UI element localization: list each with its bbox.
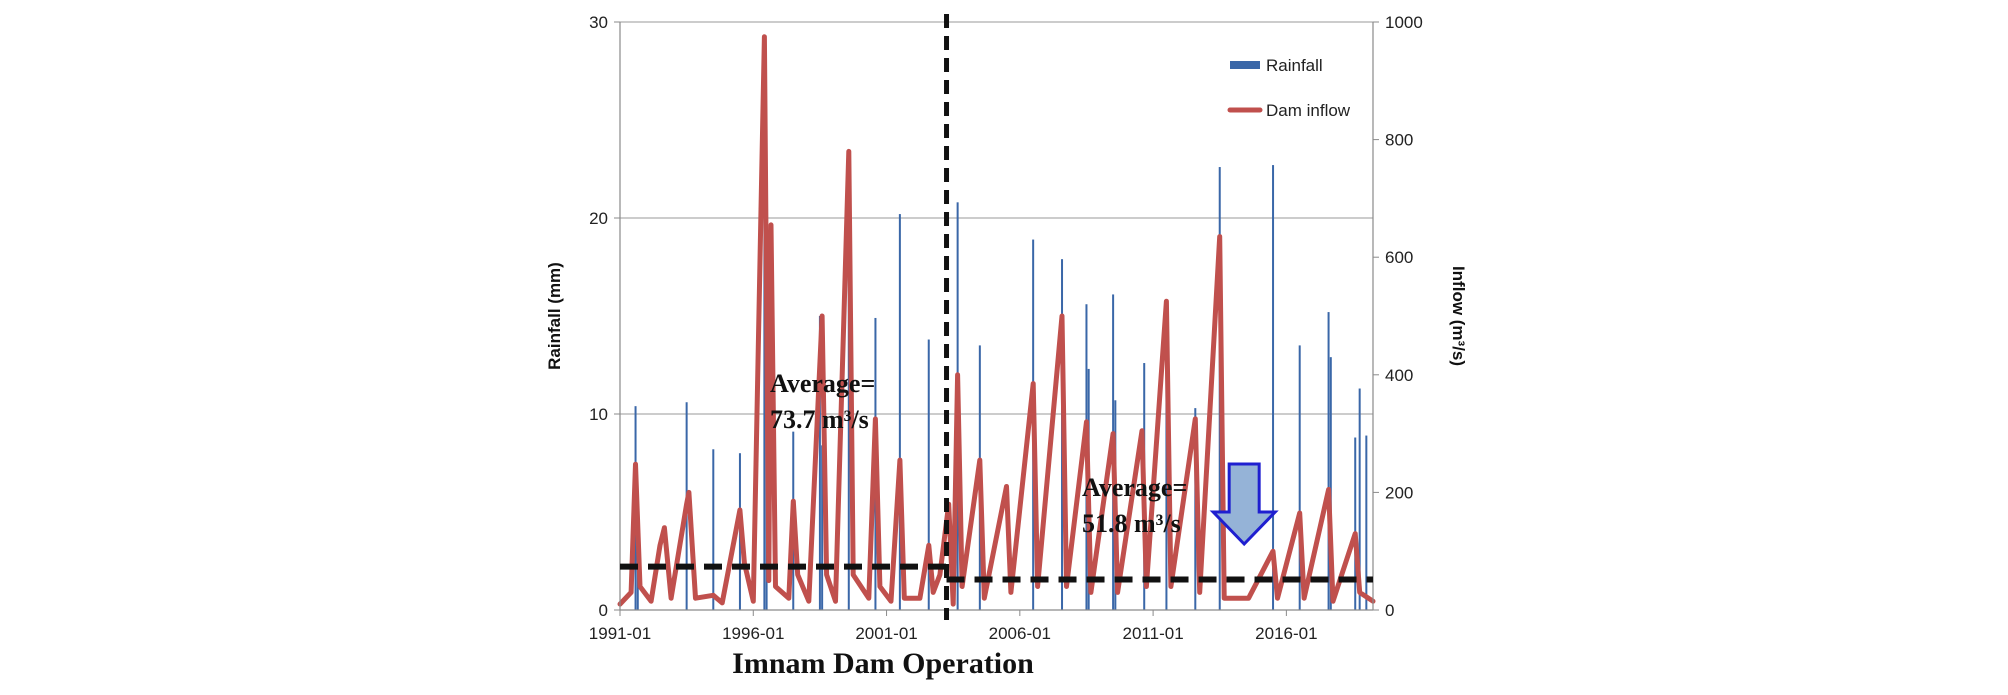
rainfall-bar: [927, 339, 930, 610]
x-tick-label: 1991-01: [589, 624, 651, 643]
legend-inflow-label: Dam inflow: [1266, 101, 1351, 120]
right-tick-label: 1000: [1385, 13, 1423, 32]
rainfall-bar: [818, 316, 821, 610]
right-tick-label: 200: [1385, 483, 1413, 502]
left-tick-label: 20: [589, 209, 608, 228]
average-label-line2: 73.7 m³/s: [770, 405, 869, 434]
rainfall-bar: [712, 449, 715, 610]
left-tick-label: 10: [589, 405, 608, 424]
rainfall-bar: [898, 214, 901, 610]
rainfall-bar: [1329, 357, 1332, 610]
rainfall-bar: [1327, 312, 1330, 610]
rainfall-bar: [1298, 345, 1301, 610]
x-tick-label: 1996-01: [722, 624, 784, 643]
x-tick-label: 2006-01: [989, 624, 1051, 643]
average-label-line1: Average=: [770, 369, 875, 398]
down-arrow-icon: [1209, 462, 1279, 547]
rainfall-bar: [1365, 435, 1368, 610]
rainfall-bar: [1358, 388, 1361, 610]
x-tick-label: 2011-01: [1123, 624, 1184, 643]
right-tick-label: 400: [1385, 366, 1413, 385]
rainfall-bar: [821, 445, 824, 610]
legend-rainfall-swatch: [1230, 61, 1260, 69]
right-tick-label: 600: [1385, 248, 1413, 267]
dam-inflow-line: [617, 34, 1376, 607]
left-axis-title: Rainfall (mm): [545, 262, 564, 370]
average-lines: [620, 563, 1373, 583]
axis-layer: 0 10 20 30 0 200 400 600 800 1000 1991-01 1996-01 20…: [545, 13, 1468, 643]
right-tick-label: 0: [1385, 601, 1394, 620]
legend-rainfall-label: Rainfall: [1266, 56, 1323, 75]
x-tick-label: 2001-01: [855, 624, 917, 643]
chart-caption: Imnam Dam Operation: [732, 647, 1034, 680]
rainfall-bar: [1354, 437, 1357, 610]
rainfall-bar: [1272, 165, 1275, 610]
grid-layer: [620, 21, 1373, 415]
average-label-line1: Average=: [1082, 473, 1187, 502]
average-label-line2: 51.8 m³/s: [1082, 509, 1181, 538]
legend: Rainfall Dam inflow: [1227, 56, 1351, 120]
inflow-line-layer: [617, 34, 1376, 607]
annotation-layer: Average= 73.7 m³/s Average= 51.8 m³/s: [770, 14, 1279, 620]
right-tick-label: 800: [1385, 131, 1413, 150]
x-tick-label: 2016-01: [1255, 624, 1317, 643]
right-axis-title: Inflow (m³/s): [1449, 266, 1468, 366]
left-tick-label: 0: [599, 601, 608, 620]
left-tick-label: 30: [589, 13, 608, 32]
